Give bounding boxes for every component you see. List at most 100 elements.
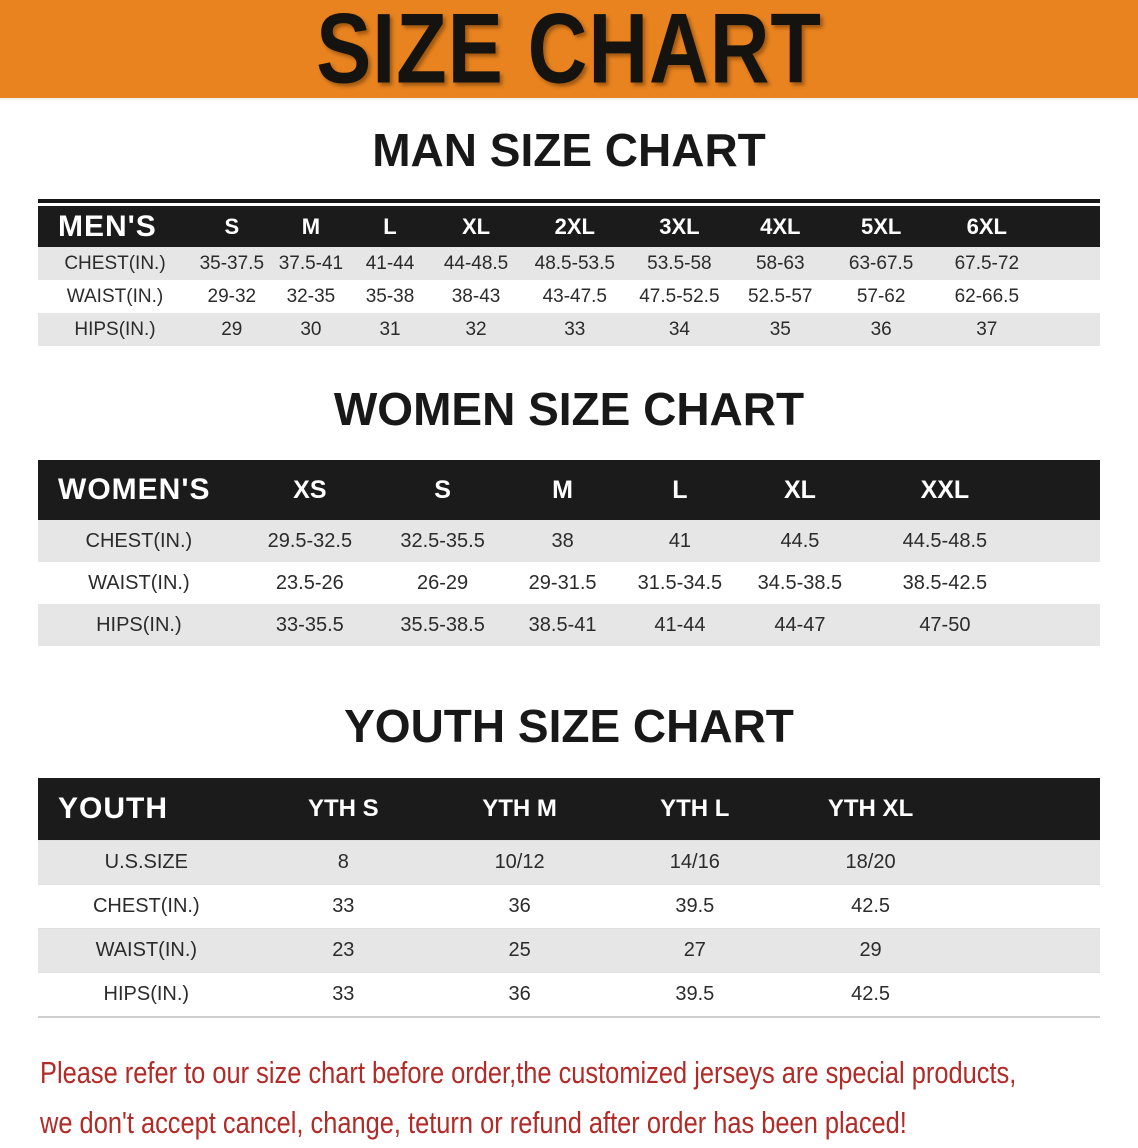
youth-size-table: YOUTH YTH S YTH M YTH L YTH XL U.S.SIZE 8 10/12… xyxy=(38,778,1100,1018)
size-column-header: XS xyxy=(239,460,380,520)
size-column-header: 5XL xyxy=(829,206,934,247)
row-label: CHEST(IN.) xyxy=(38,247,192,280)
disclaimer-text: Please refer to our size chart before or… xyxy=(40,1048,1016,1148)
size-value-cell: 42.5 xyxy=(782,883,959,928)
size-value-cell: 37.5-41 xyxy=(271,247,351,280)
size-column-header: 3XL xyxy=(627,206,732,247)
table-header-row: YOUTH YTH S YTH M YTH L YTH XL xyxy=(38,778,1100,840)
size-value-cell: 25 xyxy=(431,927,608,972)
measurement-row: CHEST(IN.) 33 36 39.5 42.5 xyxy=(38,883,1100,928)
size-column-header: 6XL xyxy=(933,206,1041,247)
women-size-table: WOMEN'S XS S M L XL XXL CHEST(IN.) 29.5-32.5 32.5… xyxy=(38,460,1100,646)
size-value-cell: 38.5-42.5 xyxy=(859,562,1030,604)
row-label: HIPS(IN.) xyxy=(38,604,240,646)
size-value-cell: 34.5-38.5 xyxy=(739,562,860,604)
size-value-cell: 33 xyxy=(522,313,628,346)
size-value-cell: 8 xyxy=(254,839,432,884)
size-value-cell: 29 xyxy=(782,927,959,972)
size-column-header: YTH S xyxy=(254,778,432,840)
size-value-cell: 42.5 xyxy=(782,971,959,1016)
row-label: WAIST(IN.) xyxy=(38,927,255,972)
row-label: WAIST(IN.) xyxy=(38,562,240,604)
banner-title: SIZE CHART xyxy=(316,0,822,105)
measurement-row: U.S.SIZE 8 10/12 14/16 18/20 xyxy=(38,839,1100,884)
size-value-cell: 35 xyxy=(731,313,830,346)
size-value-cell: 29.5-32.5 xyxy=(239,520,380,562)
size-value-cell: 14/16 xyxy=(607,839,783,884)
size-value-cell: 33 xyxy=(254,971,432,1016)
table-header-row: WOMEN'S XS S M L XL XXL xyxy=(38,460,1100,520)
spacer-cell xyxy=(1029,460,1100,520)
measurement-row: WAIST(IN.) 23 25 27 29 xyxy=(38,927,1100,972)
table-title-cell: WOMEN'S xyxy=(38,460,240,520)
measurement-row: HIPS(IN.) 29 30 31 32 33 34 35 36 37 xyxy=(38,313,1100,346)
disclaimer-line-2: we don't accept cancel, change, teturn o… xyxy=(40,1105,907,1140)
section-heading-men: MAN SIZE CHART xyxy=(372,124,766,176)
size-value-cell: 38.5-41 xyxy=(505,604,620,646)
size-value-cell: 41-44 xyxy=(619,604,740,646)
size-value-cell: 33-35.5 xyxy=(239,604,380,646)
size-value-cell: 62-66.5 xyxy=(933,280,1041,313)
size-value-cell: 36 xyxy=(431,971,608,1016)
size-column-header: YTH XL xyxy=(782,778,959,840)
size-value-cell: 39.5 xyxy=(607,883,783,928)
spacer-cell xyxy=(1029,562,1100,604)
size-value-cell: 23 xyxy=(254,927,432,972)
table-header-row: MEN'S S M L XL 2XL 3XL 4XL 5XL 6XL xyxy=(38,206,1100,247)
size-value-cell: 10/12 xyxy=(431,839,608,884)
size-value-cell: 29-32 xyxy=(191,280,272,313)
row-label: U.S.SIZE xyxy=(38,839,255,884)
size-value-cell: 29-31.5 xyxy=(505,562,620,604)
size-column-header: 4XL xyxy=(731,206,830,247)
size-value-cell: 35-38 xyxy=(350,280,430,313)
size-value-cell: 30 xyxy=(271,313,351,346)
size-value-cell: 32 xyxy=(429,313,523,346)
size-value-cell: 43-47.5 xyxy=(522,280,628,313)
spacer-cell xyxy=(958,839,1100,884)
row-label: HIPS(IN.) xyxy=(38,313,192,346)
size-value-cell: 23.5-26 xyxy=(239,562,380,604)
size-value-cell: 34 xyxy=(627,313,732,346)
size-value-cell: 44.5-48.5 xyxy=(859,520,1030,562)
row-label: CHEST(IN.) xyxy=(38,883,255,928)
size-value-cell: 41-44 xyxy=(350,247,430,280)
spacer-cell xyxy=(958,778,1100,840)
spacer-cell xyxy=(1029,520,1100,562)
row-label: HIPS(IN.) xyxy=(38,971,255,1016)
size-column-header: XL xyxy=(739,460,860,520)
measurement-row: CHEST(IN.) 29.5-32.5 32.5-35.5 38 41 44.5 44.5… xyxy=(38,520,1100,562)
size-value-cell: 32-35 xyxy=(271,280,351,313)
size-value-cell: 18/20 xyxy=(782,839,959,884)
size-value-cell: 57-62 xyxy=(829,280,934,313)
men-size-table: MEN'S S M L XL 2XL 3XL 4XL 5XL 6XL CHEST(IN.) 35-37… xyxy=(38,199,1100,346)
table-title-cell: YOUTH xyxy=(38,778,255,840)
size-column-header: XL xyxy=(429,206,523,247)
size-value-cell: 63-67.5 xyxy=(829,247,934,280)
size-value-cell: 41 xyxy=(619,520,740,562)
spacer-cell xyxy=(1040,313,1100,346)
size-value-cell: 38-43 xyxy=(429,280,523,313)
section-heading-youth: YOUTH SIZE CHART xyxy=(344,700,794,752)
spacer-cell xyxy=(1040,247,1100,280)
measurement-row: HIPS(IN.) 33-35.5 35.5-38.5 38.5-41 41-44 44-… xyxy=(38,604,1100,646)
size-column-header: S xyxy=(191,206,272,247)
size-column-header: YTH M xyxy=(431,778,608,840)
size-value-cell: 44.5 xyxy=(739,520,860,562)
spacer-cell xyxy=(1040,206,1100,247)
size-value-cell: 31.5-34.5 xyxy=(619,562,740,604)
size-column-header: M xyxy=(271,206,351,247)
spacer-cell xyxy=(1029,604,1100,646)
size-value-cell: 58-63 xyxy=(731,247,830,280)
size-value-cell: 44-48.5 xyxy=(429,247,523,280)
size-value-cell: 35-37.5 xyxy=(191,247,272,280)
spacer-cell xyxy=(958,927,1100,972)
size-value-cell: 36 xyxy=(829,313,934,346)
measurement-row: HIPS(IN.) 33 36 39.5 42.5 xyxy=(38,971,1100,1016)
section-heading-women: WOMEN SIZE CHART xyxy=(333,383,805,435)
size-value-cell: 38 xyxy=(505,520,620,562)
measurement-row: CHEST(IN.) 35-37.5 37.5-41 41-44 44-48.5 48.5… xyxy=(38,247,1100,280)
size-value-cell: 48.5-53.5 xyxy=(522,247,628,280)
size-value-cell: 44-47 xyxy=(739,604,860,646)
size-column-header: L xyxy=(350,206,430,247)
